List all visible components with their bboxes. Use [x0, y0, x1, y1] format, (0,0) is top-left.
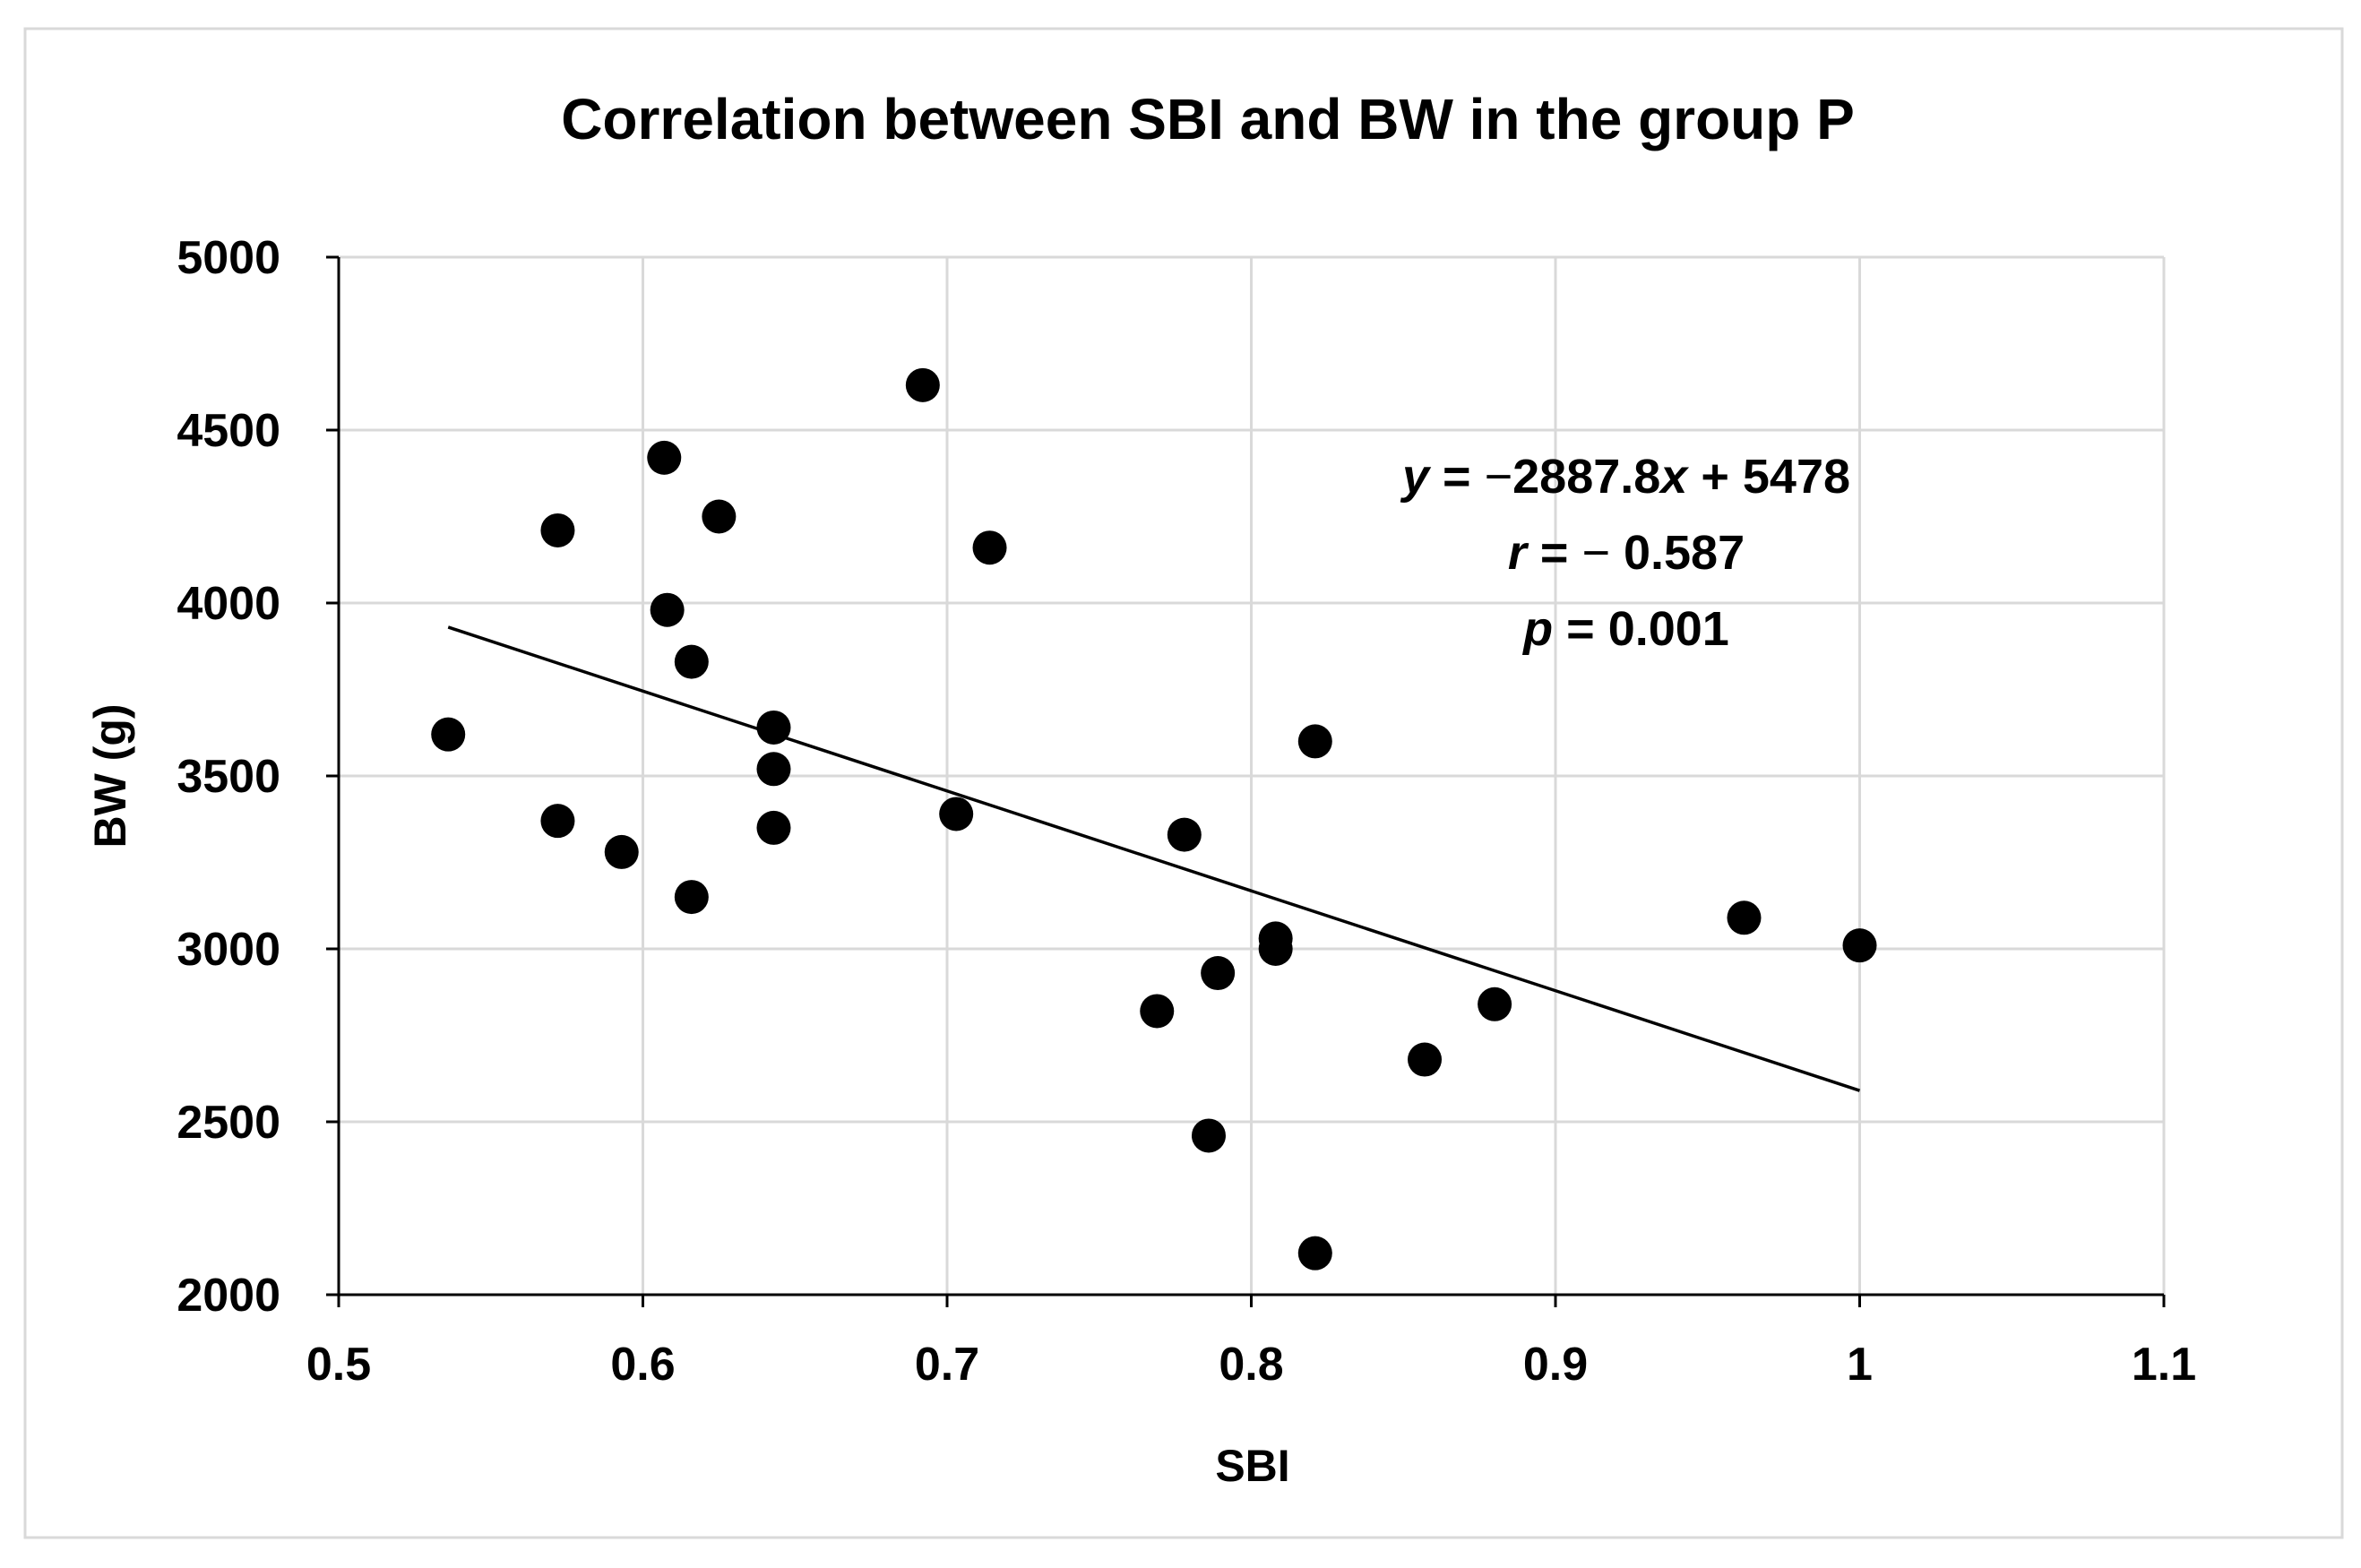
x-tick-label: 0.8	[1219, 1339, 1283, 1391]
r-symbol: r	[1508, 526, 1529, 580]
data-point	[540, 804, 575, 839]
x-tick-label: 1	[1847, 1339, 1873, 1391]
data-point	[905, 367, 940, 402]
chart-area-border	[23, 27, 2344, 1539]
equation-slope: 2887.8	[1512, 450, 1660, 504]
data-point	[756, 752, 791, 787]
chart-title: Correlation between SBI and BW in the gr…	[561, 87, 1855, 151]
data-point	[540, 513, 575, 547]
data-point	[1191, 1118, 1226, 1153]
x-tick-label: 0.9	[1523, 1339, 1588, 1391]
data-point	[756, 810, 791, 845]
r-eq: =	[1527, 526, 1582, 580]
y-tick-label: 2500	[177, 1097, 280, 1149]
p-symbol: p	[1521, 602, 1553, 656]
equation-minus: −	[1485, 450, 1513, 504]
x-tick-label: 0.6	[610, 1339, 675, 1391]
data-point	[674, 880, 709, 915]
y-tick-label: 4500	[177, 405, 280, 457]
x-tick-labels: 0.5 0.6 0.7 0.8 0.9 1 1.1	[306, 1339, 2196, 1391]
data-point	[939, 797, 974, 831]
data-point	[702, 499, 737, 534]
equation-annotation: y = −2887.8x + 5478	[1400, 450, 1850, 504]
data-point	[1297, 1236, 1332, 1271]
r-annotation: r = − 0.587	[1508, 526, 1745, 580]
equation-intercept: + 5478	[1687, 450, 1850, 504]
x-axis-title: SBI	[1215, 1441, 1289, 1491]
gridlines	[339, 255, 2166, 1295]
x-tick-label: 0.7	[915, 1339, 979, 1391]
data-point	[1258, 932, 1293, 966]
y-tick-label: 5000	[177, 232, 280, 284]
y-tick-labels: 2000 2500 3000 3500 4000 4500 5000	[177, 232, 280, 1322]
data-point	[1842, 928, 1877, 963]
data-point	[756, 710, 791, 745]
data-point	[431, 717, 466, 752]
p-value: = 0.001	[1553, 602, 1729, 656]
trendline	[447, 625, 1861, 1092]
equation-x: x	[1658, 450, 1689, 504]
data-point	[1297, 724, 1332, 759]
y-tick-label: 3000	[177, 924, 280, 976]
data-point	[1201, 956, 1236, 991]
p-annotation: p = 0.001	[1521, 602, 1729, 656]
y-tick-label: 3500	[177, 751, 280, 803]
data-point	[650, 592, 685, 627]
trendline-group	[447, 625, 1861, 1092]
data-point	[604, 834, 639, 869]
data-point	[674, 644, 709, 679]
r-value: 0.587	[1610, 526, 1745, 580]
y-tick-label: 2000	[177, 1270, 280, 1322]
data-point	[1408, 1042, 1443, 1077]
r-minus: −	[1581, 526, 1610, 580]
data-point	[1727, 900, 1762, 935]
axes	[326, 255, 2166, 1307]
equation-eq: =	[1429, 450, 1485, 504]
y-axis-title: BW (g)	[85, 703, 135, 848]
data-point	[1167, 817, 1202, 852]
y-tick-label: 4000	[177, 578, 280, 630]
data-point	[1478, 986, 1512, 1021]
data-point	[647, 440, 682, 475]
equation-y: y	[1400, 450, 1432, 504]
data-point	[1140, 994, 1175, 1029]
x-tick-label: 0.5	[306, 1339, 371, 1391]
data-points	[431, 367, 1877, 1271]
data-point	[972, 530, 1007, 565]
regression-annotations: y = −2887.8x + 5478 r = − 0.587 p = 0.00…	[1400, 450, 1850, 656]
x-tick-label: 1.1	[2132, 1339, 2196, 1391]
